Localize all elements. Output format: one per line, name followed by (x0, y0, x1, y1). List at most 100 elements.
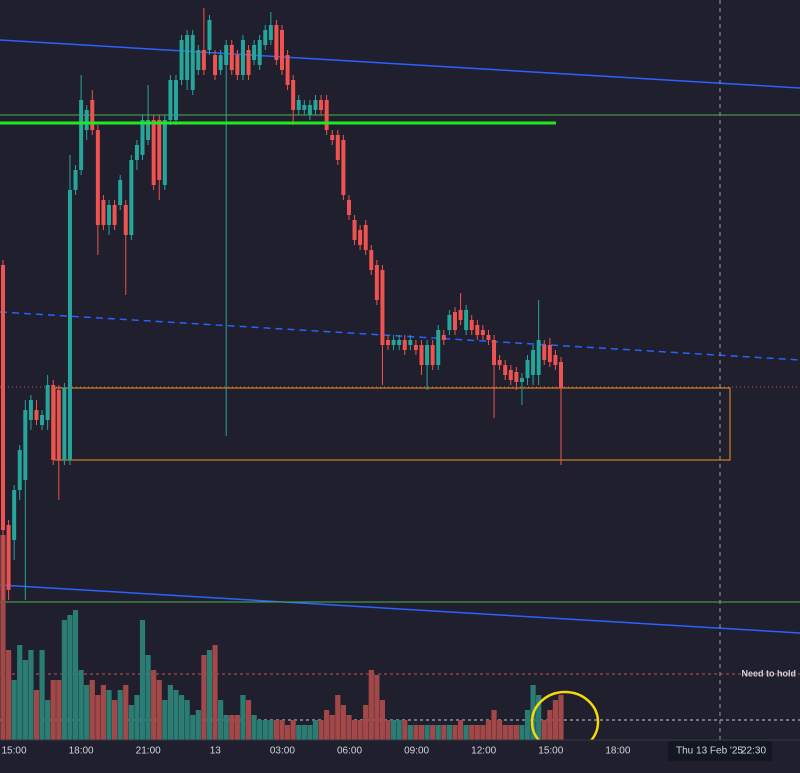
time-label: 18:00 (69, 746, 94, 757)
volume-bar (95, 695, 101, 740)
volume-bar (324, 710, 330, 740)
candle-body (307, 105, 312, 115)
volume-bar (502, 725, 508, 740)
candle-body (90, 100, 95, 130)
candle-body (73, 170, 78, 190)
volume-bar (418, 725, 425, 740)
volume-bar (117, 690, 123, 740)
volume-bar (212, 645, 218, 740)
candle-body (235, 55, 240, 75)
volume-bar (50, 680, 56, 740)
volume-bar (56, 680, 62, 740)
volume-bar (245, 700, 252, 740)
volume-bar (552, 700, 559, 740)
candle-body (436, 330, 441, 365)
volume-bar (329, 715, 335, 740)
annotation: Need to hold (742, 668, 797, 678)
candle-body (480, 330, 485, 335)
candle-body (268, 25, 273, 40)
candle-body (313, 100, 318, 110)
candle-body (263, 30, 268, 45)
volume-bar (190, 715, 196, 740)
volume-bar (184, 700, 190, 740)
candle-body (497, 360, 502, 365)
volume-bar (508, 725, 514, 740)
candle-body (363, 225, 368, 250)
volume-bar (223, 715, 229, 740)
volume-bar (374, 675, 380, 740)
candle-body (190, 35, 195, 90)
candle-body (547, 345, 552, 362)
volume-bar (357, 720, 363, 740)
candle-body (79, 100, 84, 170)
candle-body (224, 45, 229, 65)
candle-body (140, 120, 145, 155)
candle-body (201, 50, 206, 70)
candle-body (101, 200, 106, 225)
volume-bar (218, 700, 224, 740)
candle-body (157, 120, 162, 180)
candle-body (123, 205, 128, 235)
time-label: 06:00 (337, 746, 362, 757)
candle-body (458, 310, 463, 320)
candle-body (330, 135, 335, 140)
volume-bar (84, 685, 90, 740)
volume-bar (45, 700, 51, 740)
volume-bar (340, 705, 346, 740)
candle-body (34, 410, 39, 420)
time-label: 12:00 (471, 746, 496, 757)
candle-body (525, 360, 530, 378)
volume-bar (201, 655, 207, 740)
crosshair-label-box (668, 741, 772, 761)
candle-body (519, 378, 524, 382)
volume-bar (351, 720, 358, 740)
candle-body (430, 345, 435, 365)
volume-layer (0, 535, 564, 740)
volume-bar (72, 610, 79, 740)
volume-bar (78, 670, 84, 740)
volume-bar (290, 720, 296, 740)
candle-body (475, 325, 480, 335)
candle-body (6, 525, 11, 590)
candle-body (28, 400, 33, 420)
volume-bar (33, 690, 40, 740)
candle-body (508, 370, 513, 380)
candle-body (17, 450, 22, 490)
volume-bar (151, 670, 157, 740)
candle-body (168, 80, 173, 120)
volume-bar (100, 685, 107, 740)
volume-bar (229, 715, 235, 740)
candle-body (95, 130, 100, 225)
time-label: 03:00 (270, 746, 295, 757)
candle-body (441, 335, 446, 340)
volume-bar (558, 695, 564, 740)
volume-bar (318, 720, 324, 740)
candle-body (358, 230, 363, 245)
candle-body (185, 35, 190, 80)
volume-bar (67, 615, 73, 740)
crosshair-time: 22:30 (741, 746, 766, 757)
candle-body (452, 312, 457, 330)
volume-bar (480, 725, 486, 740)
volume-bar (0, 535, 6, 740)
candle-body (134, 145, 139, 160)
candle-body (386, 340, 391, 345)
volume-bar (379, 700, 386, 740)
volume-bar (145, 655, 151, 740)
candle-body (129, 160, 134, 235)
volume-bar (61, 620, 67, 740)
volume-bar (335, 695, 341, 740)
time-label: 13 (210, 746, 222, 757)
candle-body (240, 40, 245, 75)
volume-bar (156, 680, 162, 740)
candle-body (324, 100, 329, 130)
candle-body (464, 310, 469, 330)
candle-body (391, 340, 396, 345)
volume-bar (268, 720, 274, 740)
volume-bar (240, 695, 246, 740)
time-label: 15:00 (1, 746, 26, 757)
candle-body (419, 345, 424, 365)
volume-bar (469, 725, 475, 740)
volume-bar (491, 710, 497, 740)
